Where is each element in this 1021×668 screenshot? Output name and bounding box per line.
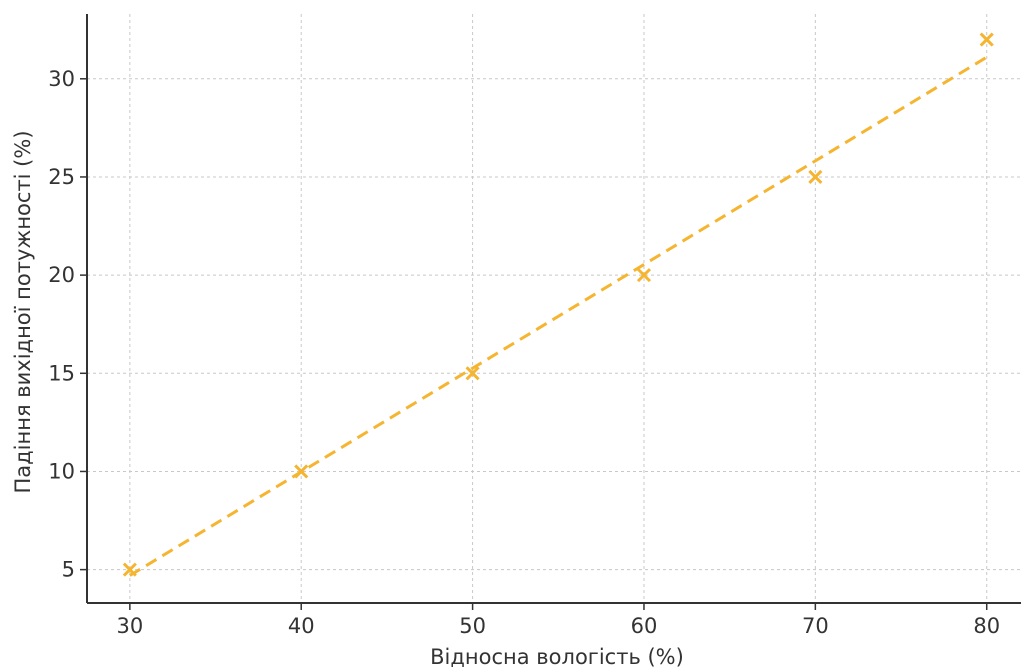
trend-line: [129, 55, 988, 577]
y-tick-label: 15: [48, 361, 75, 385]
y-tick-label: 20: [48, 263, 75, 287]
x-axis-title: Відносна вологість (%): [430, 645, 684, 668]
data-points: [122, 32, 994, 577]
trendline: [129, 55, 988, 577]
y-tick-label: 25: [48, 165, 75, 189]
grid: [87, 14, 1021, 603]
x-tick-label: 60: [631, 614, 658, 638]
x-tick-label: 50: [459, 614, 486, 638]
x-tick-label: 80: [973, 614, 1000, 638]
x-tick-label: 70: [802, 614, 829, 638]
y-axis-title: Падіння вихідної потужності (%): [11, 130, 35, 493]
ticks: 30 40 50 60 70 80 5 10 15 20 25 30: [48, 67, 1000, 638]
y-tick-label: 30: [48, 67, 75, 91]
data-point: [636, 268, 652, 283]
data-point: [465, 366, 480, 381]
y-tick-label: 5: [62, 558, 75, 582]
data-point: [294, 464, 309, 479]
data-point: [808, 169, 823, 185]
x-tick-label: 30: [116, 614, 143, 638]
x-tick-label: 40: [288, 614, 315, 638]
data-point: [979, 32, 994, 47]
y-tick-label: 10: [48, 459, 75, 483]
data-point: [122, 562, 137, 577]
